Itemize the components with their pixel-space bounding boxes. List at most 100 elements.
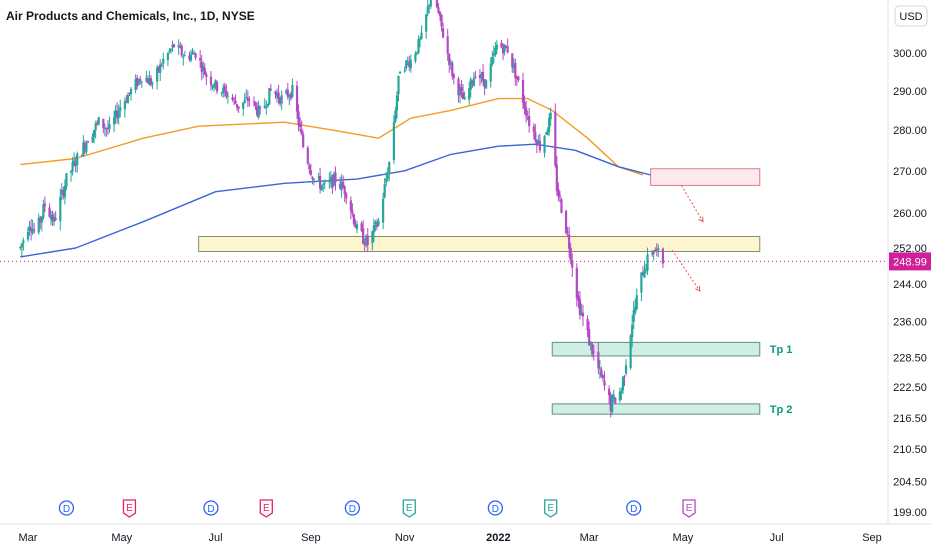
- dividend-marker[interactable]: D: [58, 500, 75, 516]
- moving-average-fast: [20, 97, 644, 176]
- target-zone-box[interactable]: [551, 341, 761, 357]
- candle: [655, 243, 658, 257]
- candle: [300, 120, 303, 136]
- candle: [63, 179, 66, 205]
- earnings-marker[interactable]: E: [259, 499, 273, 518]
- support-zone-box[interactable]: [198, 235, 761, 253]
- y-tick-label: 204.50: [893, 477, 927, 489]
- earnings-marker[interactable]: E: [402, 499, 416, 518]
- event-label: E: [263, 503, 270, 514]
- event-label: E: [686, 503, 693, 514]
- candle: [624, 359, 628, 376]
- candle: [119, 99, 122, 118]
- candle: [403, 66, 406, 74]
- dividend-marker[interactable]: D: [626, 500, 642, 516]
- candle: [652, 250, 655, 261]
- candle: [80, 154, 83, 157]
- candle: [82, 135, 85, 157]
- currency-button[interactable]: USD: [894, 5, 928, 27]
- candle: [26, 227, 30, 242]
- candle: [139, 75, 142, 86]
- candle: [334, 166, 337, 191]
- candle: [469, 77, 472, 98]
- candle: [285, 88, 288, 95]
- candle: [544, 131, 548, 136]
- candle: [440, 14, 443, 32]
- candle: [568, 226, 571, 258]
- candle: [375, 218, 379, 231]
- target-zone-box[interactable]: [551, 403, 761, 415]
- projection-arrow[interactable]: [680, 185, 704, 223]
- candle: [102, 118, 105, 134]
- candle: [611, 393, 614, 416]
- candle: [59, 188, 62, 231]
- candle: [306, 145, 309, 166]
- candle: [134, 74, 137, 94]
- candle: [480, 72, 483, 84]
- x-tick-label: May: [111, 532, 132, 544]
- candle: [200, 55, 203, 81]
- candle: [126, 92, 130, 104]
- candle: [297, 104, 300, 132]
- candle: [286, 82, 289, 100]
- candle: [255, 102, 259, 118]
- candle: [338, 176, 342, 190]
- projection-arrow[interactable]: [671, 249, 701, 292]
- candle: [569, 243, 572, 265]
- dividend-marker[interactable]: D: [344, 500, 361, 516]
- candle: [108, 116, 111, 133]
- candle: [146, 75, 150, 84]
- candle: [91, 133, 94, 144]
- candle: [93, 130, 96, 144]
- candle: [160, 62, 163, 67]
- candle: [657, 244, 660, 258]
- y-tick-label: 216.50: [893, 413, 927, 425]
- candle: [328, 172, 331, 189]
- candle: [237, 106, 240, 113]
- candle: [43, 196, 47, 212]
- resistance-zone-box[interactable]: [650, 168, 761, 186]
- currency-label: USD: [899, 11, 922, 23]
- candle: [457, 76, 460, 103]
- earnings-marker[interactable]: E: [682, 499, 696, 518]
- candle: [302, 131, 305, 149]
- dividend-marker[interactable]: D: [203, 500, 219, 516]
- candle: [385, 171, 388, 187]
- candle: [548, 113, 551, 137]
- candle: [166, 51, 169, 66]
- candle: [537, 134, 540, 146]
- dividend-marker[interactable]: D: [487, 500, 504, 516]
- candle: [586, 315, 589, 338]
- candle: [156, 64, 159, 90]
- candle: [331, 174, 334, 195]
- x-tick-label: Sep: [301, 532, 321, 544]
- candle: [640, 272, 643, 302]
- candle: [37, 213, 40, 235]
- candle: [495, 40, 498, 55]
- candle: [62, 186, 65, 200]
- x-tick-label: Jul: [209, 532, 223, 544]
- candle: [42, 199, 45, 221]
- candle: [279, 96, 282, 107]
- candle: [441, 22, 445, 39]
- candle: [22, 237, 25, 251]
- candle: [591, 342, 594, 358]
- candle: [598, 359, 601, 379]
- candle: [535, 139, 538, 154]
- candle: [157, 65, 160, 73]
- candle: [463, 91, 466, 100]
- candle: [382, 192, 385, 230]
- earnings-marker[interactable]: E: [122, 499, 137, 518]
- candle: [309, 163, 312, 177]
- candle: [634, 298, 637, 315]
- candle: [257, 100, 260, 120]
- candle: [468, 81, 471, 105]
- candle: [538, 133, 542, 153]
- candle: [418, 36, 422, 48]
- candle: [48, 203, 51, 218]
- candle: [234, 94, 237, 105]
- earnings-marker[interactable]: E: [544, 499, 558, 518]
- candle: [192, 49, 196, 55]
